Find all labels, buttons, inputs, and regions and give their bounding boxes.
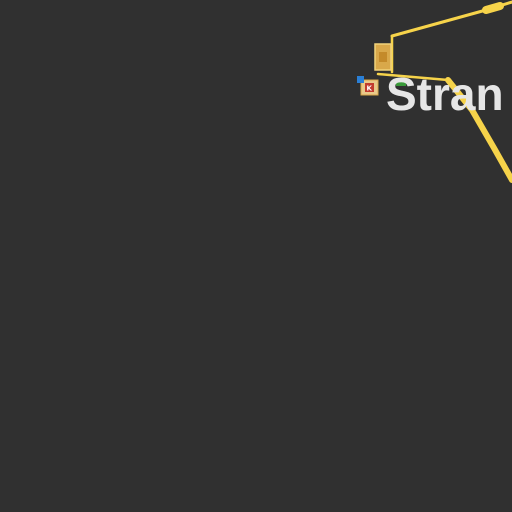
road-network [376,0,512,183]
place-label: Stran [386,68,504,120]
poi-icon[interactable]: K [360,79,379,96]
road-primary-southeast[interactable] [445,77,512,183]
building-icon[interactable] [374,43,392,71]
road-connector-horizontal[interactable] [376,72,450,82]
svg-text:K: K [367,85,373,93]
road-main-highlight [482,2,504,14]
map-markers: K [357,43,406,96]
bus-stop-icon[interactable] [396,78,406,86]
info-icon[interactable] [357,76,364,83]
